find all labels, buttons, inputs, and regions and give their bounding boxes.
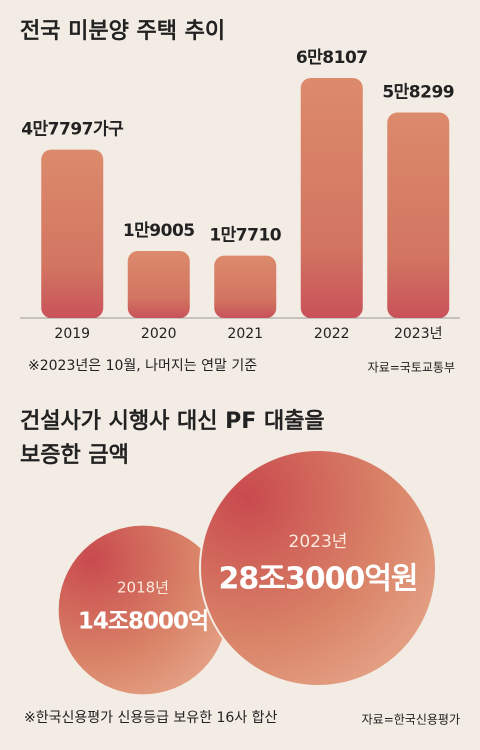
source: 자료=국토교통부 (368, 361, 455, 375)
footnote: ※2023년은 10월, 나머지는 연말 기준 (28, 358, 257, 374)
value-label: 5만8299 (382, 83, 454, 103)
chart-title: 전국 미분양 주택 추이 (20, 19, 225, 44)
bar (214, 255, 277, 318)
bubble-category: 2018년 (117, 579, 169, 597)
x-tick-label: 2023년 (394, 326, 443, 342)
chart-title: 건설사가 시행사 대신 PF 대출을 (20, 409, 325, 434)
value-label: 1만7710 (209, 226, 281, 246)
bar (127, 251, 190, 318)
bubble-category: 2023년 (289, 532, 348, 552)
bar (41, 149, 104, 318)
value-label: 1만9005 (123, 221, 195, 241)
bar (300, 78, 363, 318)
bubble (199, 449, 437, 687)
x-tick-label: 2022 (314, 326, 350, 342)
bubble-value: 28조3000억원 (218, 562, 417, 597)
footnote: ※한국신용평가 신용등급 보유한 16사 합산 (24, 710, 278, 726)
chart-title: 보증한 금액 (20, 443, 129, 468)
value-label: 4만7797가구 (21, 120, 124, 140)
source: 자료=한국신용평가 (362, 713, 460, 727)
x-tick-label: 2021 (227, 326, 263, 342)
bubble-value: 14조8000억 (78, 609, 208, 635)
x-tick-label: 2020 (141, 326, 177, 342)
value-label: 6만8107 (296, 48, 368, 68)
x-tick-label: 2019 (54, 326, 90, 342)
bar (387, 112, 450, 318)
